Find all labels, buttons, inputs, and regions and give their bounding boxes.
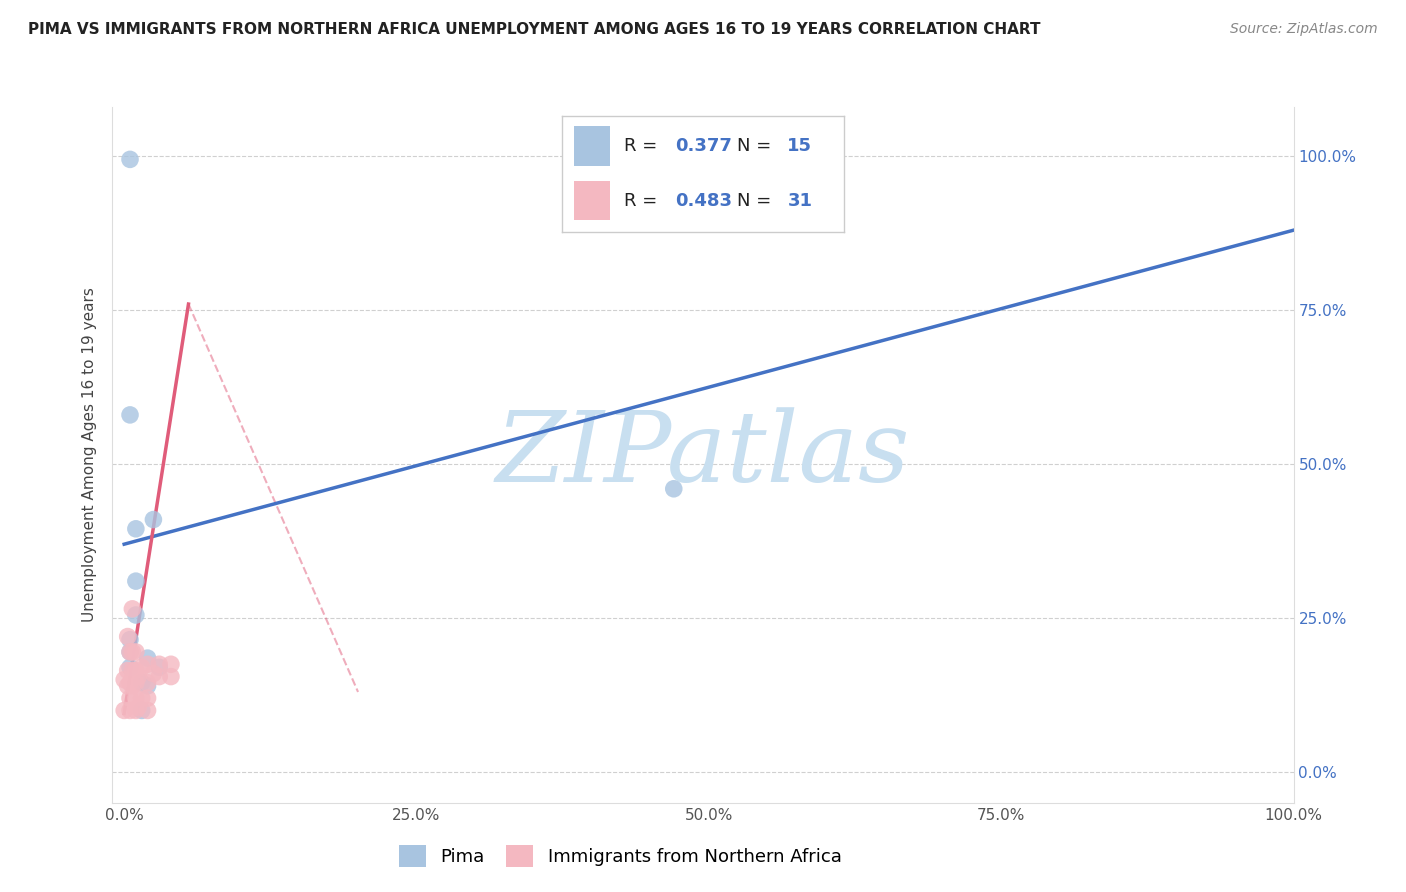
Text: 0.483: 0.483 <box>675 192 733 210</box>
Point <box>118 645 141 659</box>
Point <box>125 691 148 706</box>
Point <box>131 691 153 706</box>
Point <box>118 691 141 706</box>
Point <box>125 607 148 622</box>
Point <box>662 482 685 496</box>
Point <box>121 679 143 693</box>
Point <box>125 664 148 678</box>
Text: PIMA VS IMMIGRANTS FROM NORTHERN AFRICA UNEMPLOYMENT AMONG AGES 16 TO 19 YEARS C: PIMA VS IMMIGRANTS FROM NORTHERN AFRICA … <box>28 22 1040 37</box>
Point <box>127 669 149 683</box>
Point <box>125 574 148 589</box>
Point <box>121 645 143 659</box>
Point <box>136 675 159 690</box>
Point <box>136 651 159 665</box>
Point <box>131 703 153 717</box>
Point <box>136 691 159 706</box>
Point <box>118 660 141 674</box>
Point <box>112 673 135 687</box>
Point <box>160 657 183 672</box>
Point <box>125 675 148 690</box>
Point <box>118 703 141 717</box>
Point <box>125 522 148 536</box>
Point <box>142 512 165 526</box>
Point <box>131 675 153 690</box>
Point <box>112 703 135 717</box>
Point <box>117 679 139 693</box>
Text: ZIPatlas: ZIPatlas <box>496 408 910 502</box>
Point <box>136 679 159 693</box>
Point <box>148 660 170 674</box>
Point <box>136 657 159 672</box>
Point <box>117 664 139 678</box>
Bar <box>574 127 610 166</box>
Legend: Pima, Immigrants from Northern Africa: Pima, Immigrants from Northern Africa <box>392 838 849 874</box>
Point <box>160 669 183 683</box>
Text: Source: ZipAtlas.com: Source: ZipAtlas.com <box>1230 22 1378 37</box>
Point <box>118 645 141 659</box>
Point <box>125 645 148 659</box>
Point <box>142 666 165 681</box>
Point <box>121 602 143 616</box>
Text: R =: R = <box>624 137 664 155</box>
Point <box>131 660 153 674</box>
Point <box>148 669 170 683</box>
Text: 31: 31 <box>787 192 813 210</box>
Text: 0.377: 0.377 <box>675 137 731 155</box>
Point <box>121 664 143 678</box>
Point <box>136 703 159 717</box>
Point <box>118 153 141 167</box>
Y-axis label: Unemployment Among Ages 16 to 19 years: Unemployment Among Ages 16 to 19 years <box>82 287 97 623</box>
Text: N =: N = <box>737 137 776 155</box>
Point <box>118 408 141 422</box>
Text: N =: N = <box>737 192 776 210</box>
Point <box>148 657 170 672</box>
Point <box>118 632 141 647</box>
Point <box>127 700 149 714</box>
Point <box>118 675 141 690</box>
Text: 15: 15 <box>787 137 813 155</box>
Point <box>125 703 148 717</box>
Point <box>117 630 139 644</box>
Bar <box>574 181 610 220</box>
Text: R =: R = <box>624 192 664 210</box>
